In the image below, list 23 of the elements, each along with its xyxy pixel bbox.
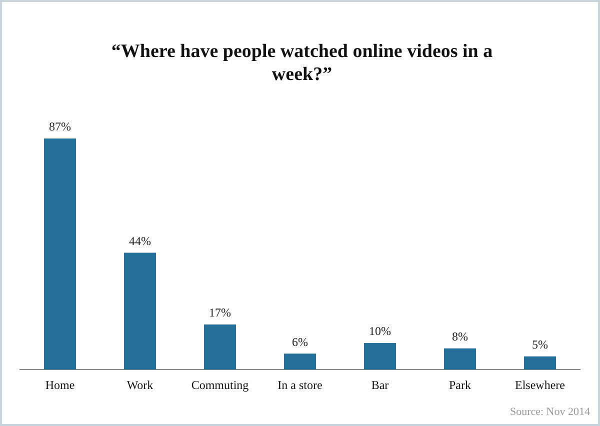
source-note: Source: Nov 2014 xyxy=(510,406,590,418)
bar xyxy=(284,354,316,370)
x-tick-label: Elsewhere xyxy=(515,378,565,392)
data-label: 17% xyxy=(209,306,231,320)
bar xyxy=(204,324,236,370)
bar xyxy=(364,343,396,370)
data-label: 44% xyxy=(129,234,151,248)
bar xyxy=(524,356,556,370)
data-label: 8% xyxy=(452,330,468,344)
x-tick-label: In a store xyxy=(278,378,322,392)
data-label: 6% xyxy=(292,334,308,349)
data-label: 10% xyxy=(369,324,391,338)
data-label: 87% xyxy=(49,120,71,134)
x-tick-label: Work xyxy=(126,378,154,392)
chart-title: “Where have people watched online videos in a week?” xyxy=(110,40,494,86)
bar xyxy=(124,252,156,370)
data-label: 5% xyxy=(532,337,548,352)
bar xyxy=(44,138,76,370)
x-tick-label: Bar xyxy=(371,378,389,392)
x-tick-label: Home xyxy=(45,378,75,392)
bar xyxy=(444,348,476,370)
x-tick-label: Park xyxy=(449,378,471,392)
x-tick-label: Commuting xyxy=(191,378,249,392)
